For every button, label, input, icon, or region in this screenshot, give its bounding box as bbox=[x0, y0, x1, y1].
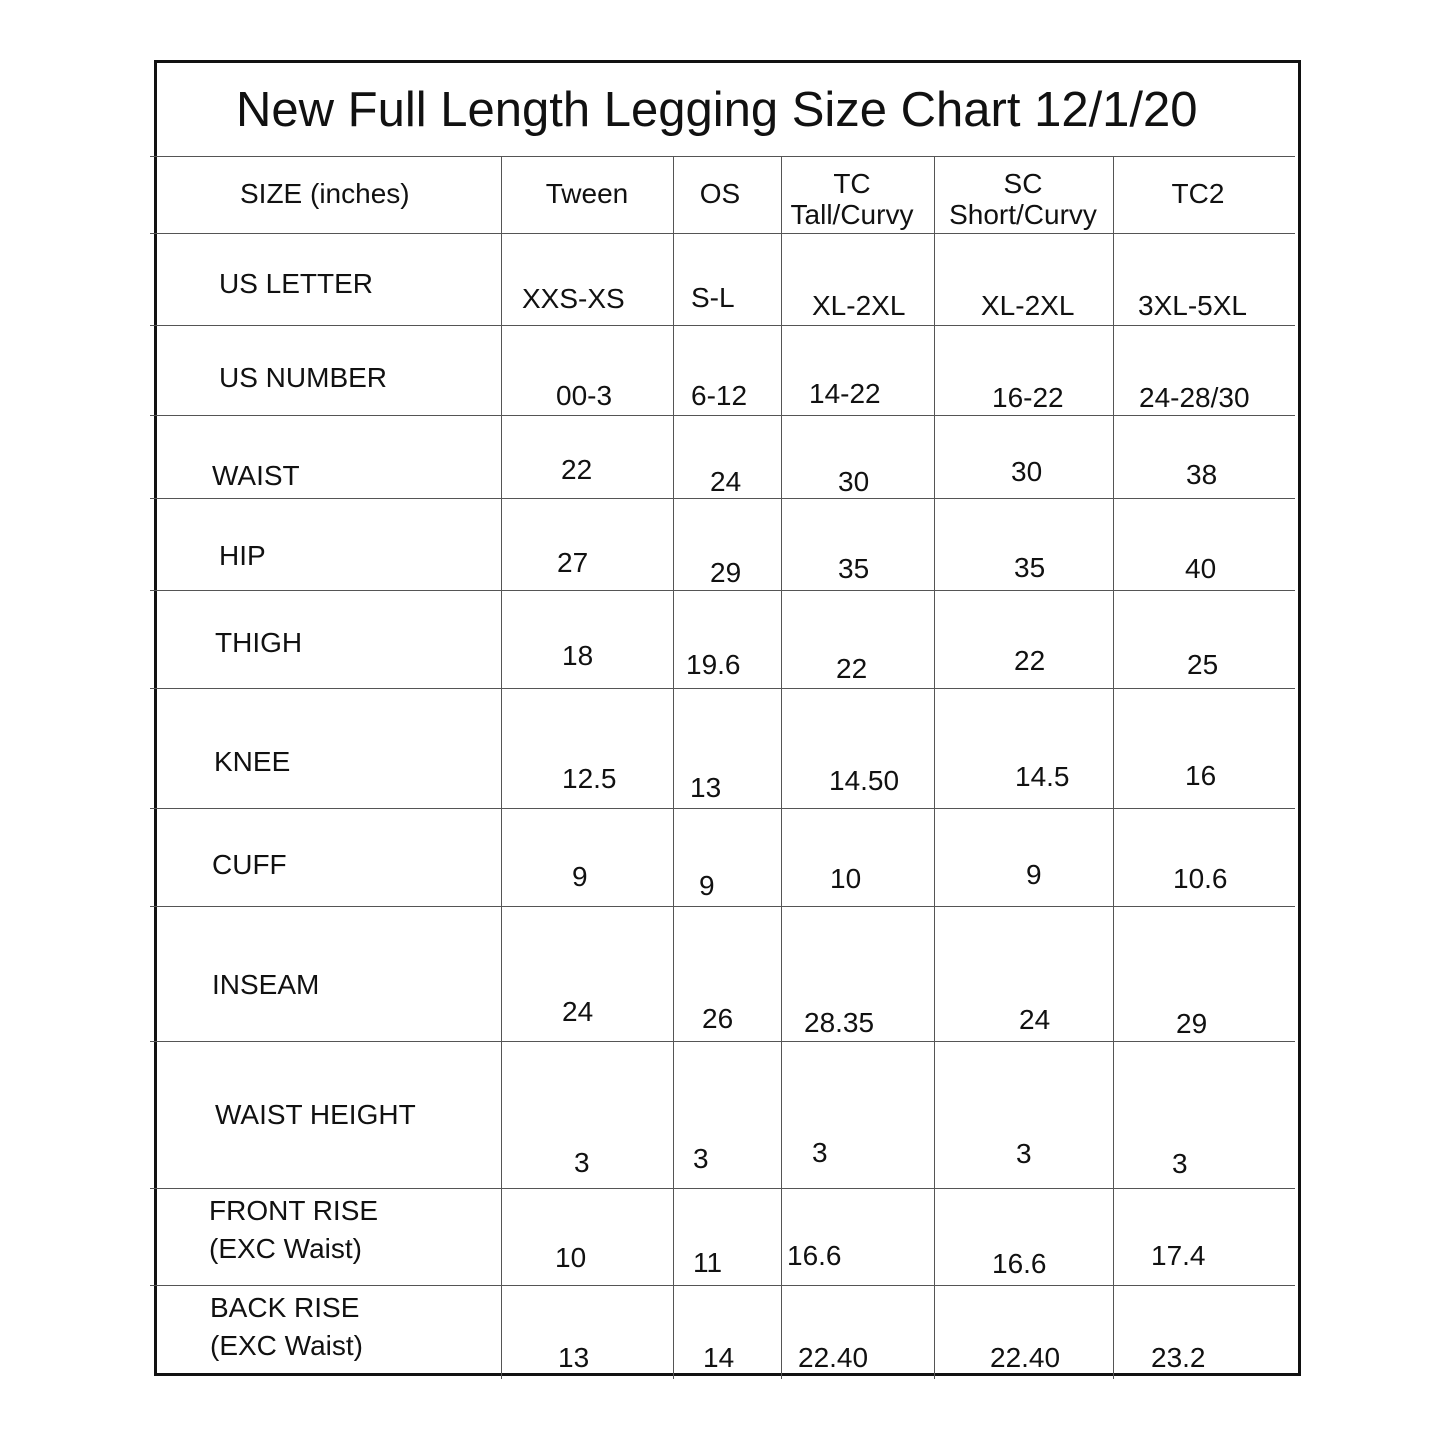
row-label: WAIST HEIGHT bbox=[215, 1099, 416, 1130]
column-header-sub: Short/Curvy bbox=[949, 199, 1097, 230]
table-cell: 35 bbox=[1014, 552, 1046, 583]
row-divider bbox=[150, 1041, 1295, 1042]
column-header: Tween bbox=[545, 178, 629, 209]
row-label: WAIST bbox=[212, 460, 300, 491]
table-cell: 28.35 bbox=[804, 1007, 875, 1038]
table-cell: 29 bbox=[710, 557, 742, 588]
table-cell: 19.6 bbox=[686, 649, 741, 680]
table-cell: 27 bbox=[557, 547, 589, 578]
table-cell: 3 bbox=[574, 1147, 590, 1178]
table-cell: 16-22 bbox=[992, 382, 1064, 413]
table-cell: 22 bbox=[561, 454, 593, 485]
row-label: BACK RISE bbox=[210, 1292, 360, 1323]
table-cell: 17.4 bbox=[1151, 1240, 1206, 1271]
row-label: CUFF bbox=[212, 849, 287, 880]
table-cell: 24-28/30 bbox=[1139, 382, 1250, 413]
column-divider bbox=[934, 156, 935, 1379]
row-divider bbox=[150, 156, 1295, 157]
header-size-label: SIZE (inches) bbox=[240, 178, 410, 209]
row-label: FRONT RISE bbox=[209, 1195, 379, 1226]
row-label-sub: (EXC Waist) bbox=[209, 1233, 362, 1264]
table-cell: S-L bbox=[691, 282, 735, 313]
row-label: INSEAM bbox=[212, 969, 320, 1000]
table-cell: 9 bbox=[699, 870, 715, 901]
table-cell: XL-2XL bbox=[812, 290, 906, 321]
table-cell: 29 bbox=[1176, 1008, 1208, 1039]
row-label-sub: (EXC Waist) bbox=[210, 1330, 363, 1361]
table-cell: 24 bbox=[1019, 1004, 1051, 1035]
column-divider bbox=[781, 156, 782, 1379]
table-cell: 24 bbox=[562, 996, 594, 1027]
table-cell: 3 bbox=[1016, 1138, 1032, 1169]
table-cell: 22 bbox=[1014, 645, 1046, 676]
table-cell: 22 bbox=[836, 653, 868, 684]
table-cell: 16.6 bbox=[992, 1248, 1047, 1279]
row-divider bbox=[150, 688, 1295, 689]
column-header: TC bbox=[833, 168, 871, 199]
table-cell: 3 bbox=[1172, 1148, 1188, 1179]
table-cell: 13 bbox=[558, 1342, 590, 1373]
column-divider bbox=[1113, 156, 1114, 1379]
table-cell: 38 bbox=[1186, 459, 1218, 490]
table-cell: 26 bbox=[702, 1003, 734, 1034]
table-cell: 13 bbox=[690, 772, 722, 803]
table-cell: 14.5 bbox=[1015, 761, 1070, 792]
table-cell: 16 bbox=[1185, 760, 1217, 791]
table-cell: 30 bbox=[1011, 456, 1043, 487]
column-divider bbox=[673, 156, 674, 1379]
row-divider bbox=[150, 415, 1295, 416]
table-cell: 3XL-5XL bbox=[1138, 290, 1247, 321]
table-cell: 16.6 bbox=[787, 1240, 842, 1271]
table-cell: 14-22 bbox=[809, 378, 881, 409]
table-cell: 3 bbox=[693, 1143, 709, 1174]
table-cell: 30 bbox=[838, 466, 870, 497]
table-cell: 10.6 bbox=[1173, 863, 1228, 894]
row-divider bbox=[150, 1188, 1295, 1189]
column-header: TC2 bbox=[1171, 178, 1225, 209]
row-divider bbox=[150, 808, 1295, 809]
row-label: KNEE bbox=[214, 746, 291, 777]
table-cell: 22.40 bbox=[990, 1342, 1061, 1373]
column-header: SC bbox=[1003, 168, 1043, 199]
table-cell: 9 bbox=[572, 861, 588, 892]
row-divider bbox=[150, 906, 1295, 907]
table-cell: 40 bbox=[1185, 553, 1217, 584]
table-cell: XXS-XS bbox=[522, 283, 625, 314]
row-divider bbox=[150, 325, 1295, 326]
table-cell: 00-3 bbox=[556, 380, 613, 411]
table-cell: 10 bbox=[830, 863, 862, 894]
row-divider bbox=[150, 498, 1295, 499]
table-cell: 14.50 bbox=[829, 765, 900, 796]
row-label: US LETTER bbox=[219, 268, 374, 299]
size-chart-border bbox=[154, 60, 1301, 1376]
column-header-sub: Tall/Curvy bbox=[790, 199, 914, 230]
chart-title: New Full Length Legging Size Chart 12/1/… bbox=[236, 83, 1198, 137]
table-cell: XL-2XL bbox=[981, 290, 1075, 321]
table-cell: 10 bbox=[555, 1242, 587, 1273]
row-divider bbox=[150, 233, 1295, 234]
row-divider bbox=[150, 590, 1295, 591]
table-cell: 6-12 bbox=[691, 380, 748, 411]
column-header: OS bbox=[699, 178, 741, 209]
table-cell: 35 bbox=[838, 553, 870, 584]
table-cell: 12.5 bbox=[562, 763, 617, 794]
table-cell: 14 bbox=[703, 1342, 735, 1373]
table-cell: 22.40 bbox=[798, 1342, 869, 1373]
table-cell: 3 bbox=[812, 1137, 828, 1168]
row-divider bbox=[150, 1285, 1295, 1286]
table-cell: 18 bbox=[562, 640, 594, 671]
row-label: THIGH bbox=[215, 627, 303, 658]
row-label: US NUMBER bbox=[219, 362, 388, 393]
column-divider bbox=[501, 156, 502, 1379]
table-cell: 24 bbox=[710, 466, 742, 497]
row-label: HIP bbox=[219, 540, 266, 571]
table-cell: 9 bbox=[1026, 859, 1042, 890]
table-cell: 23.2 bbox=[1151, 1342, 1206, 1373]
table-cell: 25 bbox=[1187, 649, 1219, 680]
table-cell: 11 bbox=[693, 1247, 723, 1278]
